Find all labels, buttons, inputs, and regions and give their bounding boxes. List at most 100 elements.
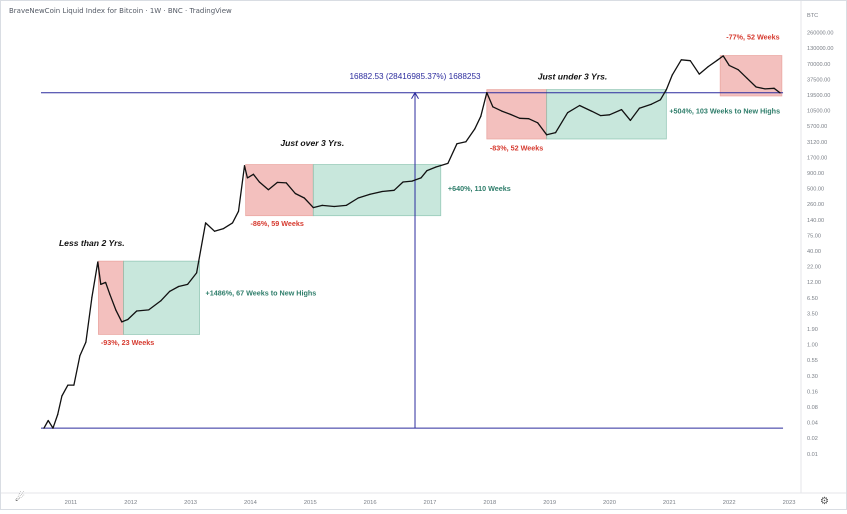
- price-point: [764, 88, 766, 90]
- tradingview-logo-icon: ☄: [15, 491, 25, 504]
- price-point: [659, 99, 661, 101]
- price-point: [650, 103, 652, 105]
- recovery-box: [312, 164, 442, 217]
- annotation-label: Just under 3 Yrs.: [538, 71, 608, 81]
- price-point: [707, 65, 709, 68]
- y-tick-label: 500.00: [807, 187, 824, 193]
- price-point: [393, 189, 395, 191]
- y-tick-label: 260.00: [807, 202, 824, 208]
- annotation-label: -93%, 23 Weeks: [101, 338, 154, 347]
- price-point: [779, 92, 781, 94]
- price-point: [555, 132, 557, 134]
- price-point: [100, 283, 102, 285]
- y-tick-label: 0.04: [807, 421, 818, 427]
- annotation-label: +1486%, 67 Weeks to New Highs: [206, 289, 317, 298]
- y-tick-label: 260000.00: [807, 31, 833, 37]
- price-point: [243, 165, 246, 167]
- y-tick-label: 0.55: [807, 358, 818, 364]
- y-tick-label: 5700.00: [807, 124, 827, 130]
- price-point: [246, 177, 249, 179]
- x-tick-label: 2017: [424, 500, 437, 506]
- price-point: [61, 395, 63, 397]
- price-point: [213, 230, 216, 232]
- x-tick-label: 2022: [723, 500, 736, 506]
- price-point: [665, 89, 667, 91]
- price-point: [755, 86, 757, 88]
- price-axis: 260000.00 130000.00 70000.00 37500.00 19500.…: [807, 13, 833, 458]
- x-tick-label: 2021: [663, 500, 676, 506]
- y-tick-label: 19500.00: [807, 93, 830, 99]
- measure-arrow-head: [411, 91, 419, 100]
- price-point: [115, 309, 117, 311]
- x-tick-label: 2016: [364, 500, 377, 506]
- annotations: Less than 2 Yrs. -93%, 23 Weeks +1486%, 67…: [59, 32, 780, 347]
- price-point: [435, 166, 437, 168]
- price-point: [79, 355, 81, 357]
- y-tick-label: 0.02: [807, 436, 818, 442]
- x-tick-label: 2023: [783, 500, 796, 506]
- y-tick-label: 22.00: [807, 265, 821, 271]
- y-tick-label: 37500.00: [807, 77, 830, 83]
- y-tick-label: 3120.00: [807, 140, 827, 146]
- y-unit-label: BTC: [807, 13, 818, 19]
- recovery-box: [546, 89, 667, 140]
- price-point: [345, 204, 347, 206]
- annotation-label: Less than 2 Yrs.: [59, 238, 125, 248]
- price-point: [276, 181, 278, 184]
- y-tick-label: 900.00: [807, 171, 824, 177]
- price-point: [321, 204, 323, 206]
- price-point: [638, 107, 641, 109]
- price-point: [599, 114, 602, 117]
- price-point: [492, 106, 494, 108]
- price-point: [127, 318, 129, 321]
- price-point: [671, 74, 673, 76]
- x-tick-label: 2020: [603, 500, 616, 506]
- price-point: [160, 300, 162, 302]
- y-tick-label: 10500.00: [807, 109, 830, 115]
- price-point: [722, 55, 724, 57]
- price-point: [148, 309, 150, 311]
- price-point: [252, 173, 255, 175]
- price-point: [204, 222, 207, 224]
- price-point: [465, 141, 467, 143]
- time-axis: 2011 2012 2013 2014 2015 2016 2017 2018 2019 2020…: [65, 500, 796, 506]
- price-point: [501, 110, 503, 112]
- price-point: [73, 384, 75, 386]
- price-point: [121, 321, 123, 323]
- price-point: [303, 197, 305, 199]
- price-point: [294, 192, 296, 195]
- grid: [1, 1, 846, 494]
- drawdown-box: [245, 164, 314, 217]
- price-point: [728, 64, 730, 67]
- drawdown-box: [719, 55, 783, 97]
- y-tick-label: 1700.00: [807, 155, 827, 161]
- price-point: [698, 73, 700, 75]
- price-point: [528, 118, 530, 120]
- price-point: [608, 114, 611, 116]
- measure-arrow-label: 16882.53 (28416985.37%) 1688253: [349, 72, 481, 81]
- drawdown-box: [486, 89, 548, 140]
- price-point: [411, 180, 413, 182]
- price-point: [178, 285, 180, 288]
- price-point: [237, 210, 240, 212]
- price-point: [222, 227, 225, 230]
- price-point: [716, 59, 718, 61]
- x-tick-label: 2015: [304, 500, 317, 506]
- gear-icon: ⚙: [820, 496, 829, 507]
- price-point: [381, 190, 383, 193]
- price-point: [136, 310, 138, 312]
- price-point: [109, 293, 111, 295]
- price-point: [97, 261, 99, 263]
- price-point: [312, 207, 314, 209]
- price-point: [546, 134, 548, 136]
- price-point: [105, 281, 107, 284]
- price-point: [426, 169, 428, 172]
- level-lines: [40, 92, 784, 429]
- price-point: [231, 222, 234, 224]
- y-tick-label: 0.01: [807, 452, 818, 458]
- price-point: [420, 177, 422, 179]
- price-point: [629, 119, 632, 122]
- y-tick-label: 1.00: [807, 343, 818, 349]
- y-tick-label: 40.00: [807, 249, 821, 255]
